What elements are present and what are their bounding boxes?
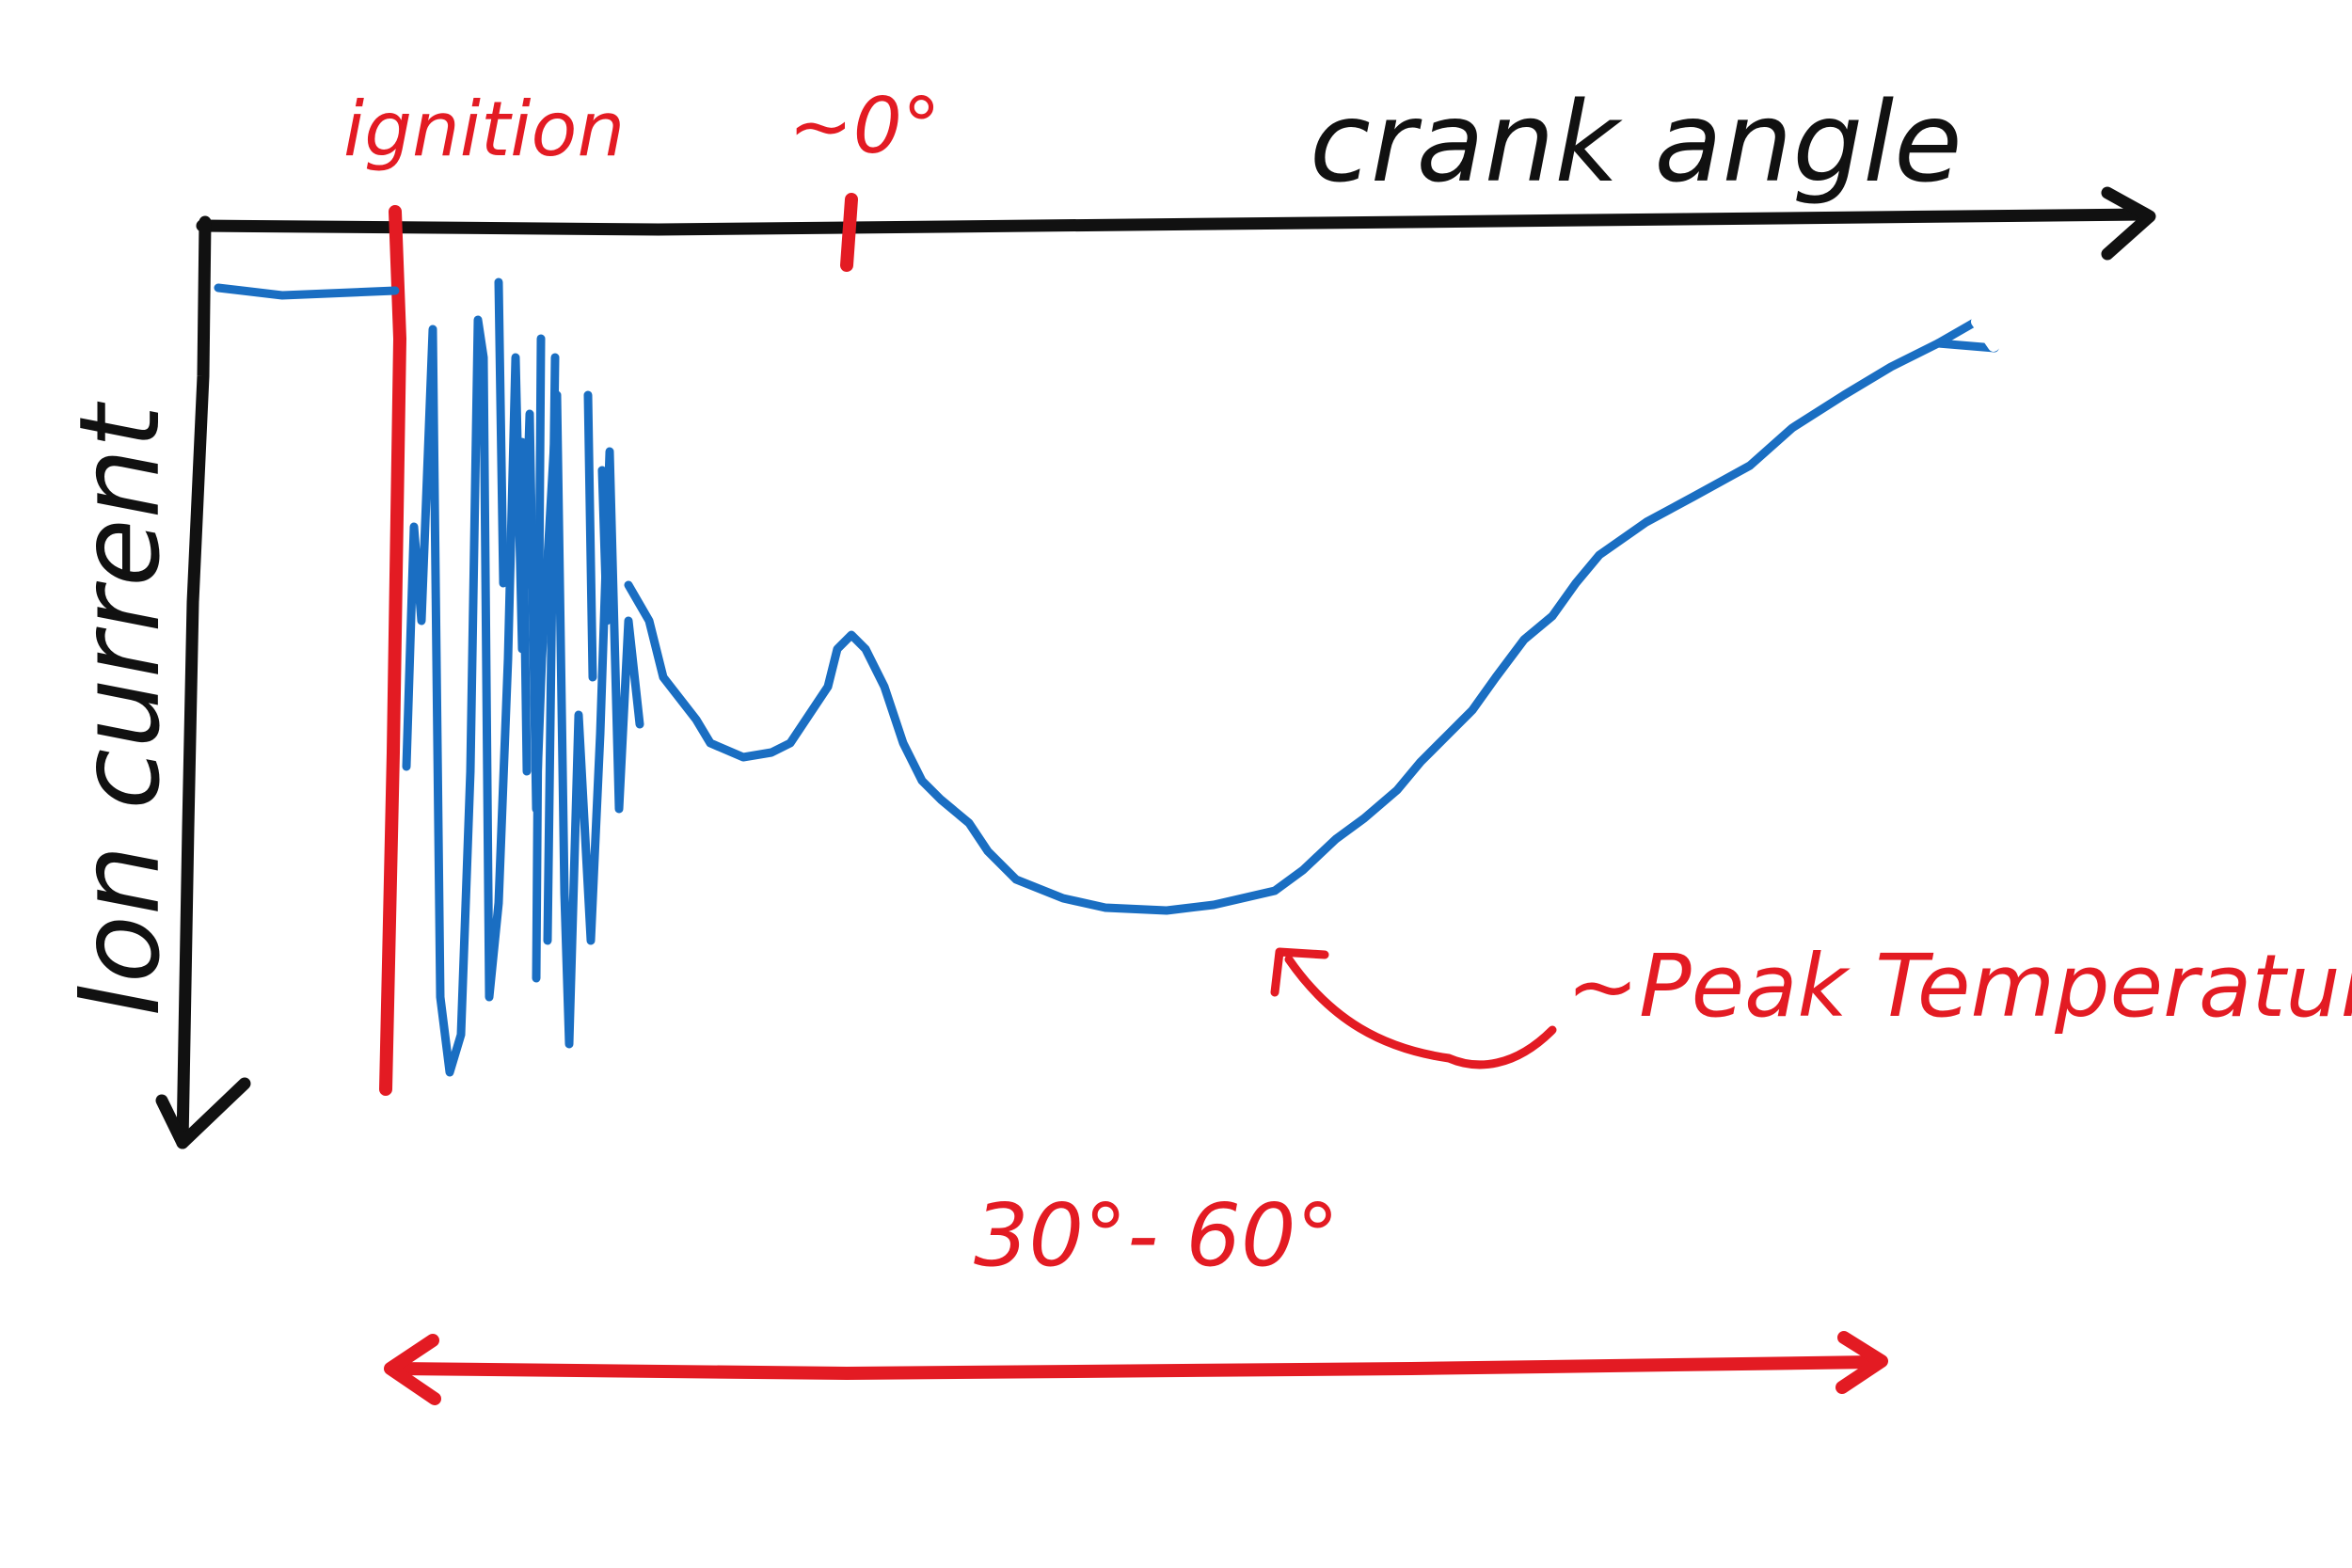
peak-temperature-label: ~Peak Temperature (1566, 936, 2352, 1037)
range-arrowhead-left (384, 1334, 441, 1405)
tdc-tick (840, 193, 858, 272)
rising-tail (1971, 316, 1999, 352)
x-axis-line (196, 208, 2152, 236)
tdc-label: ~0° (788, 82, 941, 171)
x-axis-arrowhead (2101, 186, 2156, 261)
flame-front-strands (494, 277, 612, 983)
annotations (379, 193, 1888, 1405)
peak-pointer-arrow (1284, 955, 1557, 1069)
ion-current-signal (214, 277, 1999, 1077)
x-axis-label: crank angle (1310, 77, 1963, 207)
ignition-label: ignition (343, 86, 625, 173)
range-label: 30°- 60° (974, 1185, 1340, 1286)
pre-ignition-baseline (214, 283, 400, 300)
post-flame-curve (624, 317, 1999, 915)
peak-pointer-arrowhead (1270, 947, 1329, 997)
axes (155, 186, 2156, 1149)
y-axis-line (176, 215, 212, 1149)
post-flame-curve-tail (1933, 339, 1999, 353)
range-arrow-line (389, 1355, 1879, 1380)
range-arrowhead-right (1836, 1331, 1888, 1394)
y-axis-arrowhead (155, 1077, 251, 1149)
ignition-marker-line (379, 205, 406, 1096)
y-axis-label: Ion current (55, 402, 184, 1016)
